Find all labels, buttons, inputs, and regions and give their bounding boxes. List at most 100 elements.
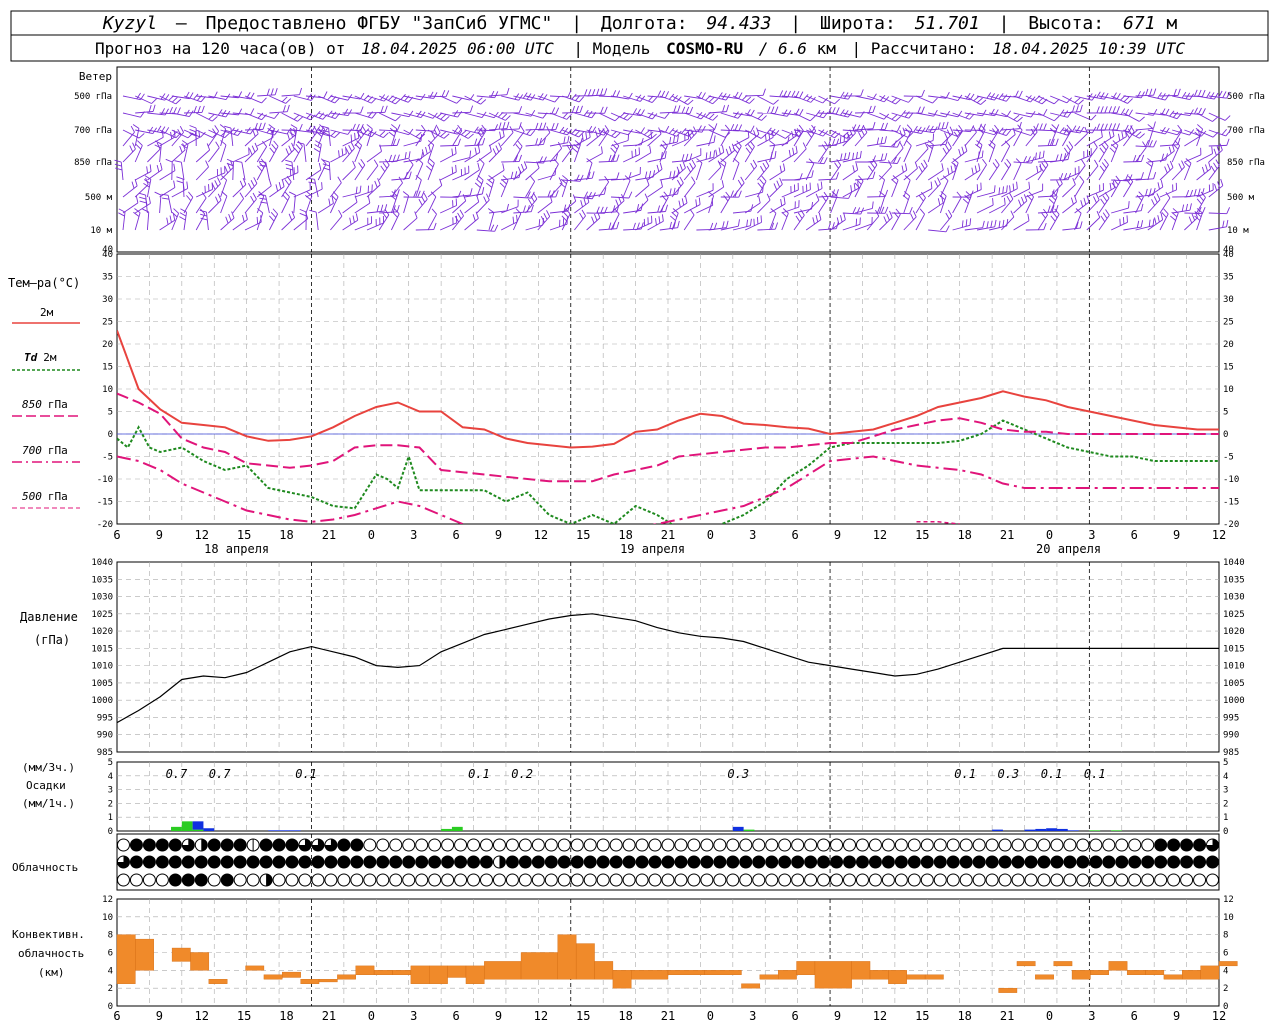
wind-barb [610,128,633,136]
wind-barb-flag [757,113,764,120]
cloud-circle [389,873,403,887]
wind-barb-shaft [562,179,581,182]
cloud-symbol [1128,838,1142,852]
wind-barb [1050,152,1071,163]
cloud-symbol [441,838,455,852]
wind-barb [122,142,136,163]
wind-barb-flag [900,110,906,117]
wind-barb [195,112,218,122]
wind-barb-shaft [1208,95,1227,99]
wind-barb-shaft [488,210,507,214]
wind-barb-flag [1099,147,1105,154]
cloud-circle [583,873,597,887]
wind-barb-flag [986,92,992,99]
wind-barb-flag [1123,96,1130,103]
wind-barb [623,127,645,134]
wind-barb [1098,209,1110,231]
wind-barb-flag [1059,173,1064,180]
wind-barb-shaft [781,95,800,99]
cloud-symbol [428,838,442,852]
wind-barb [244,142,259,163]
wind-barb-shaft [708,111,727,114]
wind-barb-flag [1222,91,1227,98]
wind-barb-flag [1140,172,1144,180]
wind-barb [403,211,418,231]
convective-bar [575,943,595,980]
wind-barb-shaft [318,112,336,120]
wind-barb [757,130,774,147]
wind-barb [1135,88,1157,97]
wind-barb-flag [398,176,403,184]
wind-barb-flag [1013,114,1020,121]
wind-barb-flag [1128,175,1134,182]
wind-barb-shaft [305,188,323,198]
wind-barb-flag [1181,91,1187,99]
wind-barb-flag [701,92,706,99]
cloud-symbol [570,873,584,887]
wind-barb-flag [1014,90,1019,98]
convective-bar [1016,961,1036,967]
wind-barb-flag [1153,196,1158,203]
cloud-symbol [661,838,675,852]
cloud-symbol [220,873,234,887]
wind-barb-flag [884,206,889,214]
cloud-circle [1037,873,1051,887]
wind-barb-flag [708,113,715,120]
wind-barb [940,126,954,147]
precip-bar-snow [1035,828,1047,831]
wind-barb [559,175,569,198]
wind-barb-shaft [440,205,457,214]
wind-barb-shaft [1049,183,1063,198]
cloud-symbols [116,838,1220,887]
wind-barb-flag [598,127,602,135]
y-tick-label-right: 25 [1223,318,1234,328]
wind-barb-flag [860,89,864,97]
wind-barb-flag [713,123,718,131]
cloud-symbol [622,855,636,869]
wind-barb-flag [396,189,400,197]
wind-barb [379,112,401,122]
wind-barb-shaft [757,228,776,231]
wind-barb-flag [870,162,876,169]
wind-barb-flag [899,130,903,137]
wind-barb-shaft [281,148,295,163]
wind-barb-flag [322,167,330,171]
wind-barb-flag [252,129,256,137]
wind-barb-flag [989,140,996,146]
cloud-fill-full [337,839,350,851]
wind-barb-flag [293,147,299,154]
wind-barb-flag [636,222,640,230]
wind-barb-flag [611,143,618,150]
wind-barb [549,90,572,98]
wind-barb [1123,154,1145,163]
wind-barb-flag [795,145,798,153]
pressure-label: Давление [20,610,78,624]
wind-barb [757,193,771,214]
wind-barb-flag [427,161,434,168]
wind-barb [513,161,528,181]
wind-barb-flag [285,163,293,167]
wind-barb-flag [1181,160,1185,168]
wind-barb-shaft [513,196,532,199]
wind-barb-shaft [135,111,154,114]
wind-barb-flag [791,90,796,98]
wind-barb-flag [1128,201,1130,209]
cloud-symbol [220,838,234,852]
wind-barb-flag [737,179,743,187]
wind-barb [1098,140,1109,163]
wind-barb-shaft [1049,129,1058,147]
wind-barb-flag [687,132,692,139]
wind-barb-shaft [440,129,458,135]
wind-barb-flag [921,89,925,97]
wind-barb [1123,91,1145,99]
cloud-circle [648,873,662,887]
wind-barb [366,144,382,163]
wind-barb-flag [382,162,388,169]
wind-barb-shaft [513,95,532,101]
wind-barb [501,106,523,114]
cloud-circle [1050,838,1064,852]
wind-barb-shaft [196,189,213,198]
wind-barb-flag [1104,123,1108,131]
wind-barb-flag [676,179,682,187]
wind-barb-flag [520,163,525,171]
